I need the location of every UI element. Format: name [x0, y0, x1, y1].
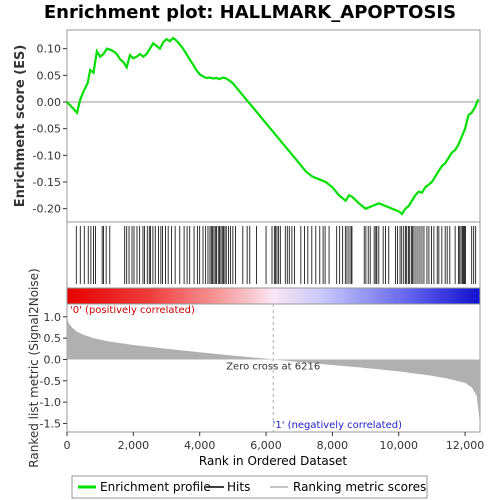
x-axis-ticks: 0 2,000 4,000 6,000 8,000 10,000 12,000	[64, 432, 485, 452]
positive-correlation-label: '0' (positively correlated)	[70, 305, 195, 316]
x-axis-label: Rank in Ordered Dataset	[199, 454, 347, 468]
x-tick-label: 6,000	[250, 439, 282, 452]
metric-y-axis-label: Ranked list metric (Signal2Noise)	[27, 268, 41, 467]
chart-title: Enrichment plot: HALLMARK_APOPTOSIS	[44, 2, 456, 23]
enrichment-profile-line	[66, 36, 480, 216]
es-panel-frame	[66, 29, 481, 223]
es-y-tick-label: 0.10	[37, 43, 62, 56]
x-tick-label: 12,000	[446, 439, 485, 452]
es-y-tick-label: 0.05	[37, 69, 62, 82]
es-y-tick-label: -0.15	[33, 176, 61, 189]
metric-y-tick-label: -1.5	[40, 417, 61, 430]
metric-y-ticks: 1.0 0.5 0.0 -0.5 -1.0 -1.5	[40, 311, 67, 430]
metric-y-tick-label: -1.0	[40, 396, 61, 409]
metric-y-tick-label: -0.5	[40, 375, 61, 388]
es-y-tick-label: 0.00	[37, 96, 62, 109]
negative-correlation-label: '1' (negatively correlated)	[273, 420, 402, 431]
hits-panel	[75, 226, 477, 284]
metric-y-tick-label: 0.5	[44, 332, 62, 345]
legend-enrichment-label: Enrichment profile	[100, 480, 211, 494]
metric-y-tick-label: 0.0	[44, 353, 62, 366]
rank-color-bar	[66, 287, 481, 305]
es-y-tick-label: -0.10	[33, 149, 61, 162]
es-y-tick-label: -0.20	[33, 203, 61, 216]
metric-y-tick-label: 1.0	[44, 311, 62, 324]
legend-box	[71, 475, 428, 499]
x-tick-label: 0	[64, 439, 71, 452]
es-y-tick-label: -0.05	[33, 123, 61, 136]
es-y-ticks: 0.10 0.05 0.00 -0.05 -0.10 -0.15 -0.20	[33, 43, 67, 216]
es-y-axis-label: Enrichment score (ES)	[13, 45, 28, 208]
x-tick-label: 10,000	[379, 439, 418, 452]
legend-metric-label: Ranking metric scores	[293, 480, 426, 494]
x-tick-label: 4,000	[184, 439, 216, 452]
x-tick-label: 2,000	[118, 439, 150, 452]
legend-hits-label: Hits	[227, 480, 250, 494]
x-tick-label: 8,000	[317, 439, 349, 452]
zero-cross-label: Zero cross at 6216	[226, 361, 320, 372]
